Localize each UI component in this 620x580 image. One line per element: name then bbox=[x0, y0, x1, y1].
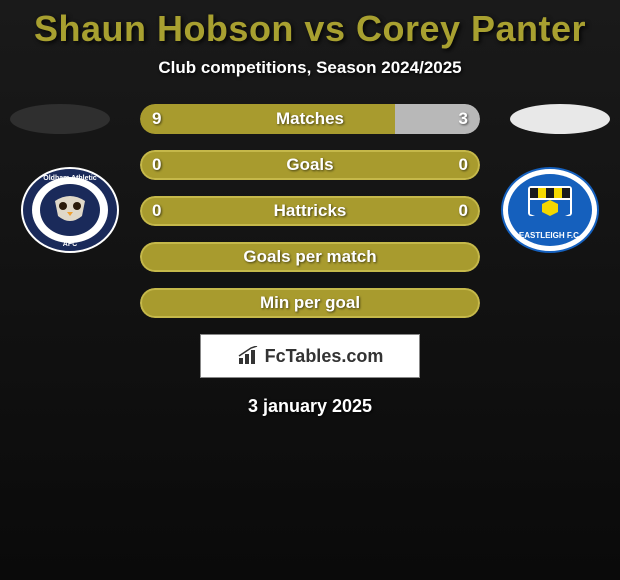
footer-logo-text: FcTables.com bbox=[237, 346, 384, 367]
comparison-title: Shaun Hobson vs Corey Panter bbox=[0, 0, 620, 50]
comparison-date: 3 january 2025 bbox=[0, 396, 620, 417]
stat-label: Goals bbox=[140, 150, 480, 180]
player-oval-right bbox=[510, 104, 610, 134]
stat-label: Matches bbox=[140, 104, 480, 134]
stat-bars: Matches93Goals00Hattricks00Goals per mat… bbox=[140, 104, 480, 318]
stat-value-left: 0 bbox=[152, 196, 161, 226]
stat-bar: Hattricks0 0 bbox=[140, 196, 480, 226]
stat-value-left: 0 bbox=[152, 150, 161, 180]
club-badge-right: EASTLEIGH F.C. bbox=[500, 166, 600, 254]
footer-logo: FcTables.com bbox=[200, 334, 420, 378]
stat-value-left: 9 bbox=[152, 104, 161, 134]
stats-area: Oldham Athletic AFC EASTLEIGH F.C. Match… bbox=[0, 104, 620, 318]
comparison-subtitle: Club competitions, Season 2024/2025 bbox=[0, 58, 620, 78]
player-oval-left bbox=[10, 104, 110, 134]
svg-text:EASTLEIGH F.C.: EASTLEIGH F.C. bbox=[519, 231, 581, 240]
stat-label: Hattricks bbox=[140, 196, 480, 226]
stat-bar: Goals per match bbox=[140, 242, 480, 272]
stat-value-right: 0 bbox=[459, 196, 468, 226]
stat-label: Min per goal bbox=[140, 288, 480, 318]
svg-text:AFC: AFC bbox=[63, 241, 77, 248]
chart-icon bbox=[237, 346, 261, 366]
club-badge-left: Oldham Athletic AFC bbox=[20, 166, 120, 254]
footer-logo-label: FcTables.com bbox=[265, 346, 384, 367]
stat-label: Goals per match bbox=[140, 242, 480, 272]
stat-bar: Goals0 0 bbox=[140, 150, 480, 180]
stat-value-right: 0 bbox=[459, 150, 468, 180]
stat-bar: Matches9 3 bbox=[140, 104, 480, 134]
stat-bar: Min per goal bbox=[140, 288, 480, 318]
svg-text:Oldham Athletic: Oldham Athletic bbox=[43, 175, 97, 182]
stat-value-right: 3 bbox=[459, 104, 468, 134]
